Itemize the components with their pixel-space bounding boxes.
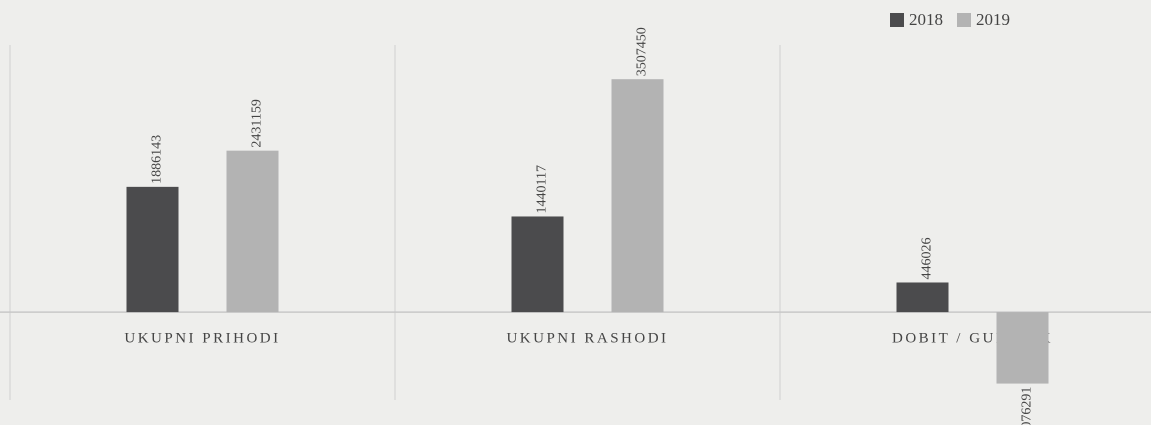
value-label: 1440117 [535, 165, 550, 213]
value-label: 2431159 [250, 99, 265, 147]
legend-swatch [957, 13, 971, 27]
value-label: 1886143 [150, 135, 165, 184]
bar [896, 282, 949, 313]
legend-label: 2018 [909, 10, 943, 29]
legend-label: 2019 [976, 10, 1010, 29]
value-label: 446026 [920, 237, 935, 279]
value-label: 3507450 [635, 27, 650, 76]
bar [126, 186, 179, 313]
bar [226, 150, 279, 313]
bar [511, 216, 564, 313]
bar [996, 312, 1049, 384]
x-tick-label: UKUPNI PRIHODI [124, 331, 280, 347]
x-tick-label: UKUPNI RASHODI [506, 331, 668, 347]
legend-swatch [890, 13, 904, 27]
value-label: -1076291 [1020, 387, 1035, 425]
bar [611, 79, 664, 313]
